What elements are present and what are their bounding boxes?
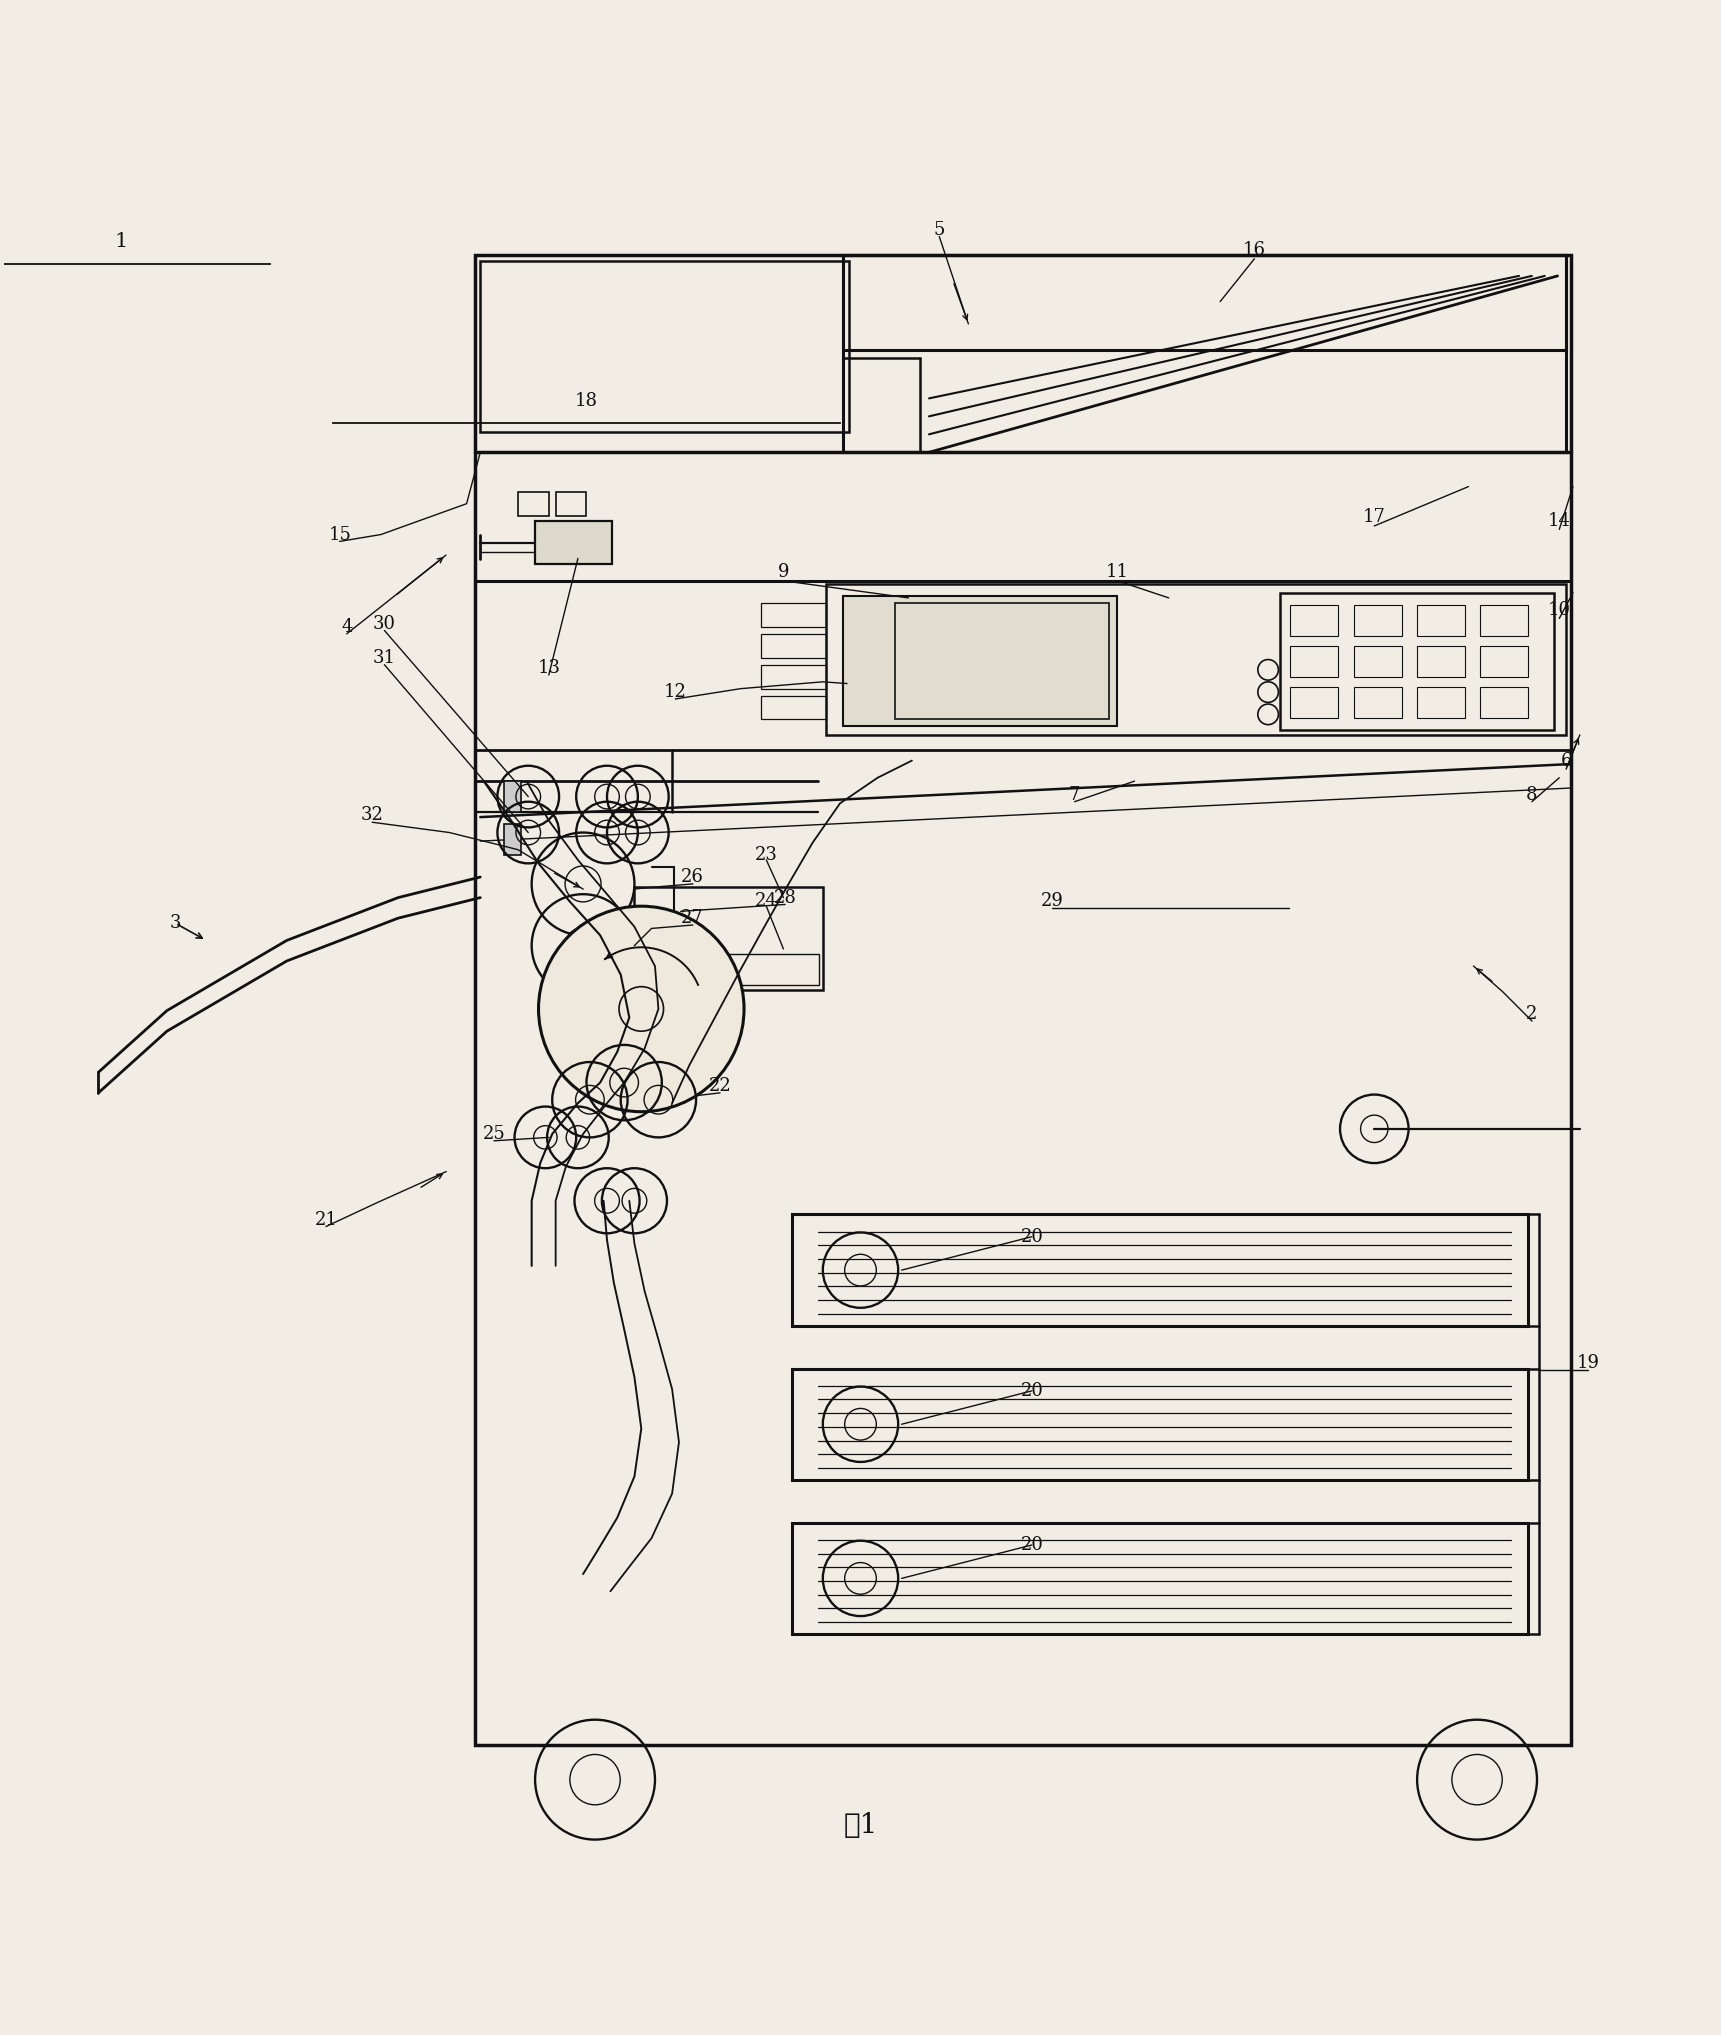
Text: 21: 21 xyxy=(315,1211,337,1229)
Text: 15: 15 xyxy=(329,525,351,543)
Text: 4: 4 xyxy=(341,619,353,637)
Text: 6: 6 xyxy=(1561,751,1571,769)
Text: 13: 13 xyxy=(537,659,561,678)
Bar xyxy=(761,602,826,627)
Text: 7: 7 xyxy=(1069,786,1081,804)
Bar xyxy=(635,887,823,991)
Text: 22: 22 xyxy=(709,1077,731,1095)
Bar xyxy=(761,633,826,657)
Bar xyxy=(535,521,613,564)
Bar xyxy=(843,254,1566,452)
Bar xyxy=(1354,688,1401,718)
Text: 图1: 图1 xyxy=(843,1813,878,1840)
Text: 9: 9 xyxy=(778,564,790,582)
Text: 20: 20 xyxy=(1021,1382,1043,1400)
Bar xyxy=(1291,604,1339,635)
Text: 5: 5 xyxy=(933,220,945,238)
Bar xyxy=(895,602,1108,720)
Text: 20: 20 xyxy=(1021,1536,1043,1555)
Text: 23: 23 xyxy=(756,847,778,863)
Text: 2: 2 xyxy=(1527,1005,1537,1024)
Bar xyxy=(1280,592,1554,731)
Text: 14: 14 xyxy=(1547,513,1571,529)
Text: 31: 31 xyxy=(373,649,396,667)
Bar xyxy=(792,1370,1528,1479)
Bar xyxy=(504,824,521,855)
Bar xyxy=(1416,688,1465,718)
Bar xyxy=(1480,604,1528,635)
Bar xyxy=(792,1522,1528,1634)
Text: 27: 27 xyxy=(682,910,704,928)
Bar xyxy=(1416,645,1465,678)
Bar xyxy=(843,254,1566,350)
Text: 20: 20 xyxy=(1021,1227,1043,1245)
Bar xyxy=(504,781,521,812)
Text: 25: 25 xyxy=(482,1125,506,1144)
Text: 3: 3 xyxy=(170,914,181,932)
Bar xyxy=(792,1215,1528,1325)
Bar xyxy=(480,260,848,431)
Bar xyxy=(556,492,587,515)
Text: 24: 24 xyxy=(756,891,778,910)
Text: 26: 26 xyxy=(682,869,704,885)
Bar xyxy=(1291,688,1339,718)
Text: 28: 28 xyxy=(774,889,797,908)
Bar xyxy=(843,596,1117,726)
Text: 32: 32 xyxy=(361,806,384,824)
Text: 11: 11 xyxy=(1107,564,1129,582)
Text: 17: 17 xyxy=(1363,509,1385,527)
Bar xyxy=(1480,688,1528,718)
Bar xyxy=(1416,604,1465,635)
Circle shape xyxy=(539,906,743,1111)
Bar xyxy=(761,696,826,720)
Text: 12: 12 xyxy=(664,684,687,702)
Text: 1: 1 xyxy=(114,232,127,250)
Bar xyxy=(826,584,1566,735)
Text: 19: 19 xyxy=(1576,1355,1601,1372)
Text: 29: 29 xyxy=(1041,891,1064,910)
Bar xyxy=(1354,645,1401,678)
Text: 18: 18 xyxy=(575,393,597,409)
Text: 16: 16 xyxy=(1243,242,1267,258)
Bar xyxy=(475,254,1571,1746)
Bar xyxy=(761,665,826,688)
Text: 10: 10 xyxy=(1547,600,1571,619)
Bar xyxy=(1291,645,1339,678)
Bar xyxy=(1354,604,1401,635)
Bar xyxy=(638,954,819,985)
Bar xyxy=(518,492,549,515)
Text: 30: 30 xyxy=(373,615,396,633)
Text: 8: 8 xyxy=(1527,786,1537,804)
Bar xyxy=(1480,645,1528,678)
